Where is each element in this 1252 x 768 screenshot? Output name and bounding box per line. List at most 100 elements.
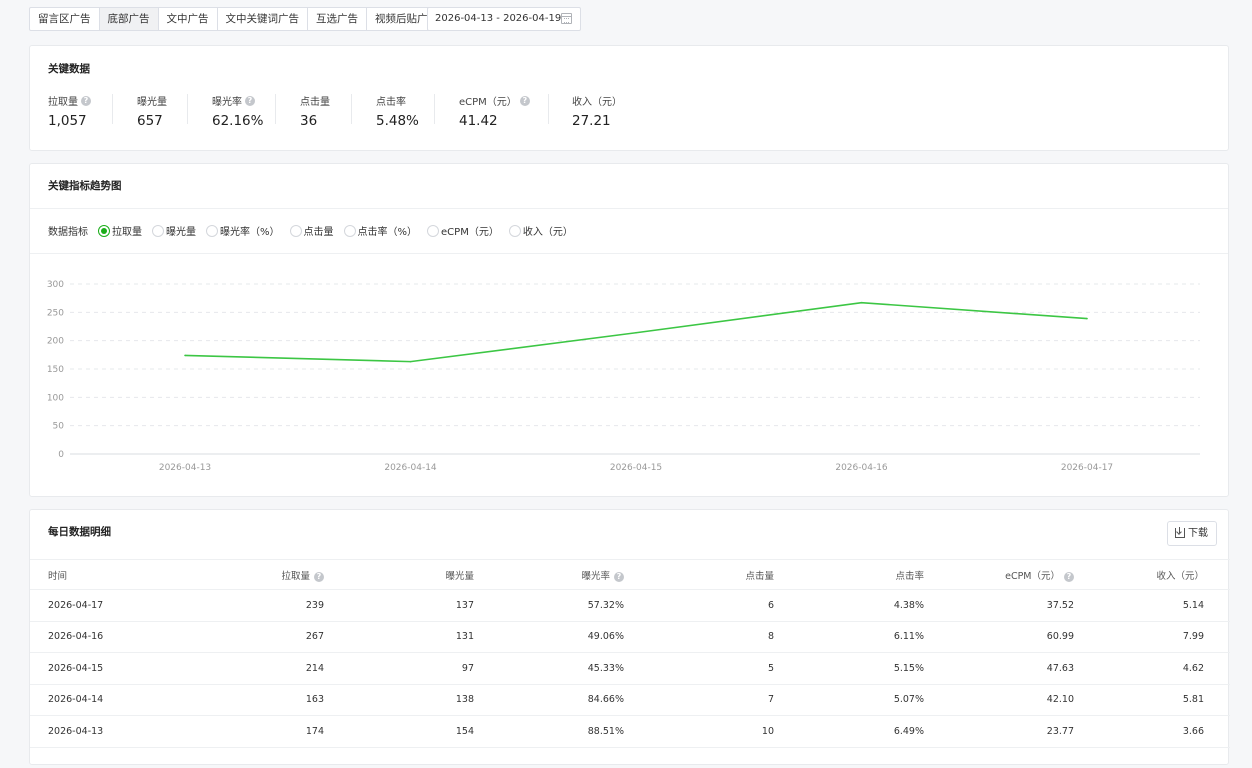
divider bbox=[434, 94, 435, 124]
tab-in-article-ad[interactable]: 文中广告 bbox=[159, 8, 218, 30]
tab-video-post-ad[interactable]: 视频后贴广告 bbox=[375, 13, 438, 25]
help-icon[interactable]: ? bbox=[519, 95, 530, 106]
y-tick-label: 250 bbox=[47, 308, 64, 318]
cell-revenue: 5.14 bbox=[1074, 589, 1230, 622]
radio-dot bbox=[427, 224, 440, 237]
cell-exposure-rate: 84.66% bbox=[474, 684, 624, 716]
radio-click-count[interactable]: 点击量 bbox=[289, 223, 334, 238]
cell-pull-count: 214 bbox=[170, 652, 324, 685]
radio-ecpm[interactable]: eCPM（元） bbox=[427, 223, 499, 238]
radio-exposure-rate[interactable]: 曝光率（%） bbox=[206, 223, 280, 238]
cell-click-rate: 6.49% bbox=[774, 715, 924, 748]
download-icon bbox=[1175, 527, 1185, 538]
table-header-row: 时间 拉取量? 曝光量 曝光率? 点击量 点击率 eCPM（元）? 收入（元） bbox=[30, 559, 1230, 590]
ad-type-tabs: 留言区广告 底部广告 文中广告 文中关键词广告 互选广告 视频后贴广告 bbox=[29, 7, 447, 31]
cell-exposure-count: 138 bbox=[324, 684, 474, 716]
cell-pull-count: 174 bbox=[170, 715, 324, 748]
cell-date: 2026-04-16 bbox=[30, 621, 170, 653]
tab-comment-ad[interactable]: 留言区广告 bbox=[30, 8, 100, 30]
download-button[interactable]: 下载 bbox=[1167, 521, 1217, 546]
data-point bbox=[409, 360, 412, 363]
download-label: 下载 bbox=[1188, 528, 1208, 539]
metric-label: eCPM（元） bbox=[459, 97, 517, 108]
divider bbox=[275, 94, 276, 124]
radio-label: 拉取量 bbox=[112, 227, 142, 238]
radio-revenue[interactable]: 收入（元） bbox=[508, 223, 573, 238]
metric-label: 收入（元） bbox=[572, 97, 622, 108]
cell-click-count: 8 bbox=[624, 621, 774, 653]
table-row: 2026-04-16 267 131 49.06% 8 6.11% 60.99 … bbox=[30, 621, 1230, 653]
radio-dot bbox=[206, 224, 218, 237]
help-icon[interactable]: ? bbox=[314, 571, 324, 582]
divider bbox=[187, 94, 188, 124]
x-tick-label: 2026-04-14 bbox=[384, 463, 437, 473]
metric-ecpm: eCPM（元）? 41.42 bbox=[459, 93, 530, 129]
help-icon[interactable]: ? bbox=[245, 95, 255, 106]
cell-click-count: 10 bbox=[624, 715, 774, 748]
tab-keyword-ad[interactable]: 文中关键词广告 bbox=[218, 8, 308, 30]
metric-value: 62.16% bbox=[212, 113, 264, 129]
cell-pull-count: 163 bbox=[170, 684, 324, 716]
col-header-click-count: 点击量 bbox=[624, 559, 774, 590]
cell-pull-count: 267 bbox=[170, 621, 324, 653]
indicator-label: 数据指标 bbox=[48, 227, 88, 238]
cell-ecpm: 23.77 bbox=[924, 715, 1074, 748]
cell-exposure-count: 131 bbox=[324, 621, 474, 653]
data-point bbox=[860, 301, 863, 304]
date-range-text: 2026-04-13 - 2026-04-19 bbox=[435, 13, 562, 24]
radio-label: 收入（元） bbox=[522, 227, 573, 238]
cell-exposure-rate: 88.51% bbox=[474, 715, 624, 748]
metric-label: 拉取量 bbox=[48, 97, 78, 108]
cell-exposure-rate: 45.33% bbox=[474, 652, 624, 685]
cell-exposure-count: 137 bbox=[324, 589, 474, 622]
divider bbox=[30, 253, 1228, 254]
radio-label: 点击率（%） bbox=[357, 227, 418, 238]
data-point bbox=[1086, 317, 1088, 320]
tab-bottom-ad[interactable]: 底部广告 bbox=[99, 8, 159, 30]
key-data-title: 关键数据 bbox=[48, 63, 90, 75]
metric-label: 曝光量 bbox=[137, 97, 167, 108]
y-tick-label: 50 bbox=[53, 422, 65, 432]
divider bbox=[112, 94, 113, 124]
col-header-date: 时间 bbox=[30, 559, 170, 590]
cell-ecpm: 47.63 bbox=[924, 652, 1074, 685]
radio-pull-count[interactable]: 拉取量 bbox=[98, 223, 142, 238]
table-row: 2026-04-15 214 97 45.33% 5 5.15% 47.63 4… bbox=[30, 652, 1230, 685]
cell-date: 2026-04-14 bbox=[30, 684, 170, 716]
date-range-picker[interactable]: 2026-04-13 - 2026-04-19 bbox=[427, 7, 581, 31]
cell-revenue: 7.99 bbox=[1074, 621, 1230, 653]
radio-dot bbox=[289, 224, 302, 237]
col-header-pull-count: 拉取量? bbox=[170, 559, 324, 590]
radio-click-rate[interactable]: 点击率（%） bbox=[343, 223, 418, 238]
help-icon[interactable]: ? bbox=[1064, 571, 1074, 582]
radio-dot bbox=[98, 224, 110, 237]
cell-click-count: 7 bbox=[624, 684, 774, 716]
cell-ecpm: 42.10 bbox=[924, 684, 1074, 716]
cell-pull-count: 239 bbox=[170, 589, 324, 622]
col-header-exposure-rate: 曝光率? bbox=[474, 559, 624, 590]
metric-exposure-count: 曝光量 657 bbox=[137, 93, 167, 129]
y-tick-label: 150 bbox=[47, 365, 64, 375]
cell-click-count: 5 bbox=[624, 652, 774, 685]
cell-revenue: 4.62 bbox=[1074, 652, 1230, 685]
help-icon[interactable]: ? bbox=[81, 95, 91, 106]
metric-label: 曝光率 bbox=[212, 97, 242, 108]
radio-label: 曝光率（%） bbox=[220, 227, 280, 238]
x-tick-label: 2026-04-17 bbox=[1061, 463, 1113, 473]
cell-exposure-rate: 57.32% bbox=[474, 589, 624, 622]
x-tick-label: 2026-04-15 bbox=[610, 463, 662, 473]
metric-value: 657 bbox=[137, 113, 163, 129]
help-icon[interactable]: ? bbox=[614, 571, 624, 582]
y-tick-label: 100 bbox=[47, 393, 64, 403]
cell-date: 2026-04-17 bbox=[30, 589, 170, 622]
cell-ecpm: 37.52 bbox=[924, 589, 1074, 622]
tab-mutual-select-ad[interactable]: 互选广告 bbox=[308, 8, 367, 30]
y-tick-label: 300 bbox=[47, 280, 64, 290]
cell-ecpm: 60.99 bbox=[924, 621, 1074, 653]
divider bbox=[351, 94, 352, 124]
table-row: 2026-04-17 239 137 57.32% 6 4.38% 37.52 … bbox=[30, 589, 1230, 622]
cell-revenue: 5.81 bbox=[1074, 684, 1230, 716]
metric-click-rate: 点击率 5.48% bbox=[376, 93, 419, 129]
radio-exposure-count[interactable]: 曝光量 bbox=[152, 223, 196, 238]
radio-dot bbox=[152, 224, 164, 237]
